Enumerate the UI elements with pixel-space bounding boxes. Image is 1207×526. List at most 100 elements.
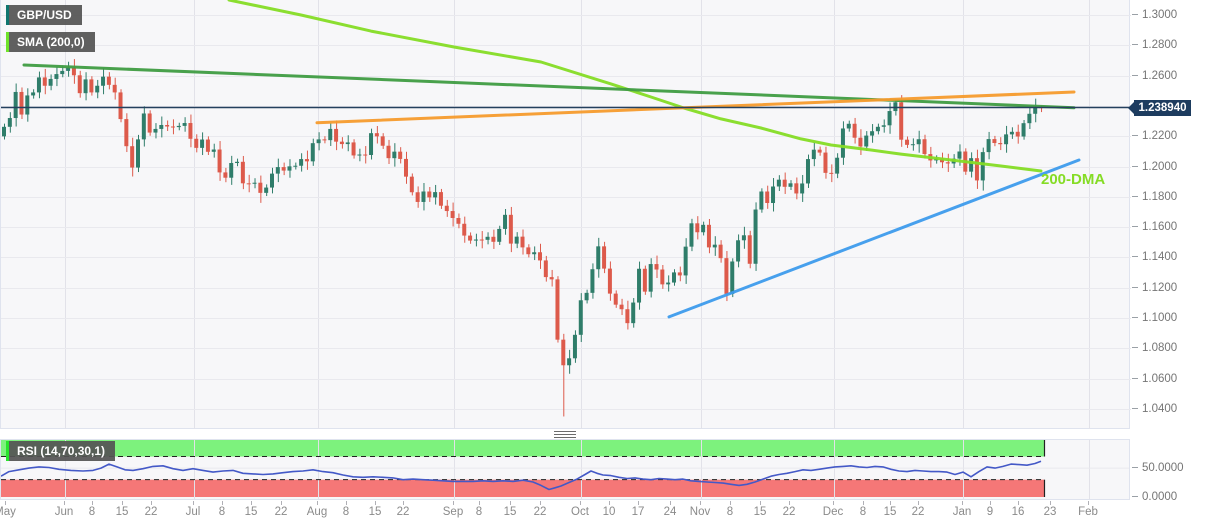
candle-body <box>2 126 6 137</box>
sma-legend-color-bar <box>6 32 9 52</box>
candle-body <box>1027 113 1032 124</box>
candle-body <box>607 268 612 294</box>
time-axis-tick <box>375 501 376 505</box>
candle-body <box>666 282 671 285</box>
time-axis-label: Feb <box>1078 506 1098 518</box>
candle-body <box>637 268 642 303</box>
candle-body <box>147 113 152 133</box>
candle-body <box>537 252 542 261</box>
candle-body <box>264 187 269 193</box>
candle-body <box>211 149 216 152</box>
time-axis-tick <box>700 501 701 505</box>
overbought-band <box>1 440 1044 457</box>
time-axis-tick <box>833 501 834 505</box>
candle-body <box>77 75 82 94</box>
candle-body <box>468 235 473 241</box>
time-axis-label: Oct <box>571 506 589 518</box>
candle-body <box>712 244 717 248</box>
candle-body <box>374 133 379 137</box>
candle-body <box>60 70 65 75</box>
main-price-chart[interactable] <box>0 0 1131 429</box>
time-axis-label: 22 <box>911 506 925 518</box>
candle-body <box>170 126 175 128</box>
oversold-band <box>1 479 1044 497</box>
candle-body <box>718 244 723 259</box>
candle-body <box>188 123 193 139</box>
time-axis-label: 15 <box>115 506 129 518</box>
candle-body <box>66 67 71 71</box>
candle-body <box>969 158 974 172</box>
sma-200 <box>227 0 1043 173</box>
candle-body <box>1033 107 1038 114</box>
time-axis-label: 8 <box>475 506 483 518</box>
price-axis-tick: 1.3000 <box>1132 9 1177 21</box>
candle-body <box>304 159 309 162</box>
candle-body <box>1004 134 1009 145</box>
trendline-blue-support <box>667 158 1081 319</box>
candle-body <box>13 91 18 119</box>
price-axis-tick: 1.0600 <box>1132 373 1177 385</box>
time-axis-label: 15 <box>368 506 382 518</box>
rsi-legend-label: RSI (14,70,30,1) <box>17 444 106 458</box>
candle-body <box>89 79 94 93</box>
candle-body <box>444 205 449 212</box>
candle-body <box>677 272 682 276</box>
candle-body <box>567 358 572 366</box>
candle-body <box>363 154 368 156</box>
candle-body <box>584 292 589 301</box>
candle-body <box>106 76 111 85</box>
time-axis-tick <box>990 501 991 505</box>
rsi-indicator-panel[interactable] <box>0 439 1130 500</box>
candle-body <box>223 172 228 178</box>
rsi-legend: RSI (14,70,30,1) <box>6 441 116 461</box>
candle-body <box>910 144 915 146</box>
candle-body <box>112 84 117 93</box>
panel-resize-handle-icon[interactable] <box>554 431 576 438</box>
candle-body <box>258 182 263 193</box>
candle-body <box>310 143 315 162</box>
candle-body <box>899 102 904 140</box>
time-axis-tick <box>403 501 404 505</box>
candle-body <box>398 151 403 159</box>
time-axis-tick <box>151 501 152 505</box>
time-axis-tick <box>1018 501 1019 505</box>
candle-body <box>870 131 875 136</box>
price-axis-tick: 1.2000 <box>1132 161 1177 173</box>
candle-body <box>409 176 414 193</box>
candle-body <box>759 191 764 210</box>
current-price-arrow-icon <box>1128 102 1134 114</box>
rsi-axis-tick: 50.0000 <box>1132 462 1184 474</box>
candle-body <box>561 339 566 366</box>
candle-body <box>415 192 420 202</box>
time-axis-tick <box>122 501 123 505</box>
candle-body <box>252 182 257 184</box>
candle-body <box>817 149 822 153</box>
candle-body <box>328 128 333 141</box>
candle-body <box>485 236 490 240</box>
candle-body <box>380 136 385 146</box>
candle-body <box>794 183 799 194</box>
candle-body <box>293 165 298 167</box>
rsi-canvas[interactable] <box>1 440 1129 499</box>
sma-legend-label: SMA (200,0) <box>17 35 85 49</box>
time-axis-tick <box>5 501 6 505</box>
time-axis-tick <box>918 501 919 505</box>
candle-body <box>596 246 601 270</box>
candle-body <box>118 92 123 120</box>
candle-body <box>631 302 636 324</box>
time-axis-label: May <box>0 506 16 518</box>
time-axis-label: 22 <box>144 506 158 518</box>
candle-body <box>357 154 362 156</box>
candle-body <box>747 235 752 264</box>
candle-body <box>159 124 164 129</box>
time-axis-label: 10 <box>602 506 616 518</box>
candle-body <box>945 162 950 164</box>
candlestick-canvas[interactable] <box>1 0 1131 429</box>
candle-body <box>473 239 478 241</box>
candle-body <box>25 95 30 115</box>
candle-body <box>386 145 391 159</box>
candle-body <box>124 119 129 147</box>
candle-body <box>625 309 630 324</box>
candle-body <box>858 137 863 147</box>
